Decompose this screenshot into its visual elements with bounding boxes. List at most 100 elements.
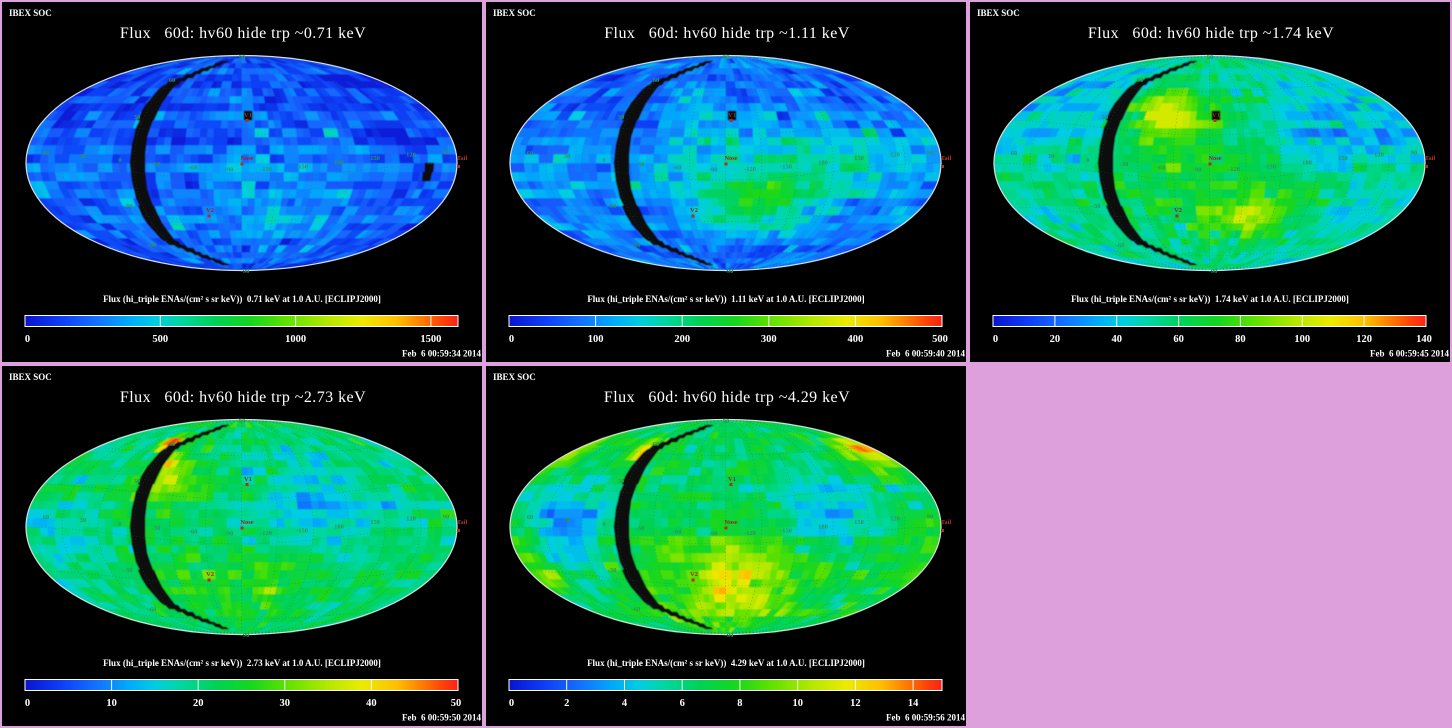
svg-text:120: 120: [406, 516, 416, 523]
svg-text:Flux 60d: hv60 hide trp ~2.7: Flux 60d: hv60 hide trp ~2.73 keV: [120, 389, 366, 406]
svg-text:14: 14: [908, 698, 919, 709]
svg-text:V1: V1: [244, 112, 252, 119]
svg-text:-90: -90: [241, 268, 250, 275]
svg-text:180: 180: [334, 523, 344, 530]
svg-text:30: 30: [1048, 153, 1055, 160]
svg-text:Tail: Tail: [941, 519, 952, 526]
svg-text:-90: -90: [709, 166, 718, 173]
svg-text:90: 90: [239, 54, 246, 61]
svg-text:500: 500: [152, 334, 168, 345]
svg-text:Flux (hi_triple ENAs/(cm² s sr: Flux (hi_triple ENAs/(cm² s sr keV)) 1.1…: [587, 294, 864, 304]
svg-text:-150: -150: [296, 527, 308, 534]
svg-text:V1: V1: [244, 476, 252, 483]
svg-text:-30: -30: [608, 567, 617, 574]
svg-text:Flux (hi_triple ENAs/(cm² s sr: Flux (hi_triple ENAs/(cm² s sr keV)) 0.7…: [103, 294, 381, 304]
svg-text:-90: -90: [1193, 166, 1202, 173]
svg-text:-150: -150: [296, 163, 308, 170]
svg-text:0: 0: [509, 698, 514, 709]
svg-text:-30: -30: [152, 161, 161, 168]
svg-text:Flux 60d: hv60 hide trp ~1.1: Flux 60d: hv60 hide trp ~1.11 keV: [604, 25, 850, 42]
svg-text:80: 80: [1235, 334, 1246, 345]
svg-text:-60: -60: [189, 529, 198, 536]
svg-text:30: 30: [618, 478, 625, 485]
svg-text:IBEX SOC: IBEX SOC: [493, 8, 536, 18]
svg-text:Feb 6 00:59:34 2014: Feb 6 00:59:34 2014: [402, 349, 481, 359]
svg-text:2: 2: [564, 698, 569, 709]
svg-text:V2: V2: [690, 207, 698, 214]
svg-text:120: 120: [890, 516, 900, 523]
svg-text:20: 20: [193, 698, 204, 709]
svg-text:-90: -90: [709, 530, 718, 537]
svg-text:150: 150: [854, 519, 864, 526]
svg-text:150: 150: [370, 155, 380, 162]
svg-text:-90: -90: [725, 632, 734, 639]
svg-text:30: 30: [564, 517, 571, 524]
svg-text:90: 90: [723, 54, 730, 61]
svg-text:0: 0: [509, 334, 514, 345]
svg-text:1000: 1000: [285, 334, 306, 345]
svg-text:-60: -60: [673, 529, 682, 536]
svg-text:Nose: Nose: [724, 155, 737, 162]
svg-text:0: 0: [118, 157, 121, 164]
svg-text:60: 60: [1011, 150, 1018, 157]
svg-text:50: 50: [451, 698, 462, 709]
svg-text:V2: V2: [206, 571, 214, 578]
svg-text:60: 60: [527, 150, 534, 157]
svg-text:-60: -60: [632, 242, 641, 249]
svg-text:500: 500: [932, 334, 948, 345]
svg-text:Tail: Tail: [1425, 155, 1436, 162]
svg-text:-150: -150: [780, 527, 792, 534]
svg-text:180: 180: [818, 523, 828, 530]
svg-text:Flux (hi_triple ENAs/(cm² s sr: Flux (hi_triple ENAs/(cm² s sr keV)) 1.7…: [1071, 294, 1349, 304]
svg-text:140: 140: [1416, 334, 1432, 345]
svg-text:-120: -120: [260, 166, 272, 173]
svg-text:0: 0: [602, 157, 605, 164]
svg-text:-120: -120: [1228, 166, 1240, 173]
svg-text:V1: V1: [728, 112, 736, 119]
svg-text:30: 30: [134, 114, 141, 121]
svg-text:Feb 6 00:59:40 2014: Feb 6 00:59:40 2014: [886, 349, 965, 359]
svg-text:0: 0: [993, 334, 998, 345]
svg-text:30: 30: [1102, 114, 1109, 121]
svg-text:-30: -30: [152, 525, 161, 532]
svg-text:-30: -30: [636, 525, 645, 532]
svg-text:Nose: Nose: [240, 155, 253, 162]
svg-text:Flux 60d: hv60 hide trp ~1.7: Flux 60d: hv60 hide trp ~1.74 keV: [1088, 25, 1334, 42]
svg-text:-90: -90: [241, 632, 250, 639]
svg-text:300: 300: [761, 334, 777, 345]
svg-text:V1: V1: [1212, 112, 1220, 119]
svg-text:Nose: Nose: [724, 519, 737, 526]
svg-text:-30: -30: [124, 567, 133, 574]
svg-text:100: 100: [588, 334, 604, 345]
svg-text:Flux 60d: hv60 hide trp ~4.2: Flux 60d: hv60 hide trp ~4.29 keV: [604, 389, 850, 406]
svg-text:Feb 6 00:59:56 2014: Feb 6 00:59:56 2014: [886, 713, 965, 723]
svg-text:-60: -60: [673, 165, 682, 172]
svg-text:Tail: Tail: [941, 155, 952, 162]
svg-text:90: 90: [443, 150, 450, 157]
svg-text:60: 60: [169, 441, 176, 448]
svg-text:90: 90: [1207, 54, 1214, 61]
svg-text:40: 40: [1111, 334, 1122, 345]
svg-text:30: 30: [80, 153, 87, 160]
svg-text:-60: -60: [1116, 242, 1125, 249]
svg-text:Nose: Nose: [1208, 155, 1221, 162]
svg-text:0: 0: [25, 698, 30, 709]
svg-text:Flux 60d: hv60 hide trp ~0.7: Flux 60d: hv60 hide trp ~0.71 keV: [120, 25, 366, 42]
svg-text:0: 0: [118, 521, 121, 528]
svg-text:-60: -60: [189, 165, 198, 172]
svg-text:Flux (hi_triple ENAs/(cm² s sr: Flux (hi_triple ENAs/(cm² s sr keV)) 4.2…: [587, 658, 865, 668]
svg-text:180: 180: [818, 159, 828, 166]
svg-text:IBEX SOC: IBEX SOC: [977, 8, 1020, 18]
svg-text:V1: V1: [728, 476, 736, 483]
svg-text:-120: -120: [260, 530, 272, 537]
svg-text:150: 150: [854, 155, 864, 162]
svg-text:IBEX SOC: IBEX SOC: [9, 8, 52, 18]
svg-text:-30: -30: [1120, 161, 1129, 168]
svg-text:V2: V2: [1174, 207, 1182, 214]
svg-text:Feb 6 00:59:45 2014: Feb 6 00:59:45 2014: [1370, 349, 1449, 359]
svg-text:-30: -30: [608, 203, 617, 210]
svg-text:100: 100: [1294, 334, 1310, 345]
svg-text:-150: -150: [780, 163, 792, 170]
svg-text:180: 180: [334, 159, 344, 166]
svg-text:-60: -60: [632, 606, 641, 613]
